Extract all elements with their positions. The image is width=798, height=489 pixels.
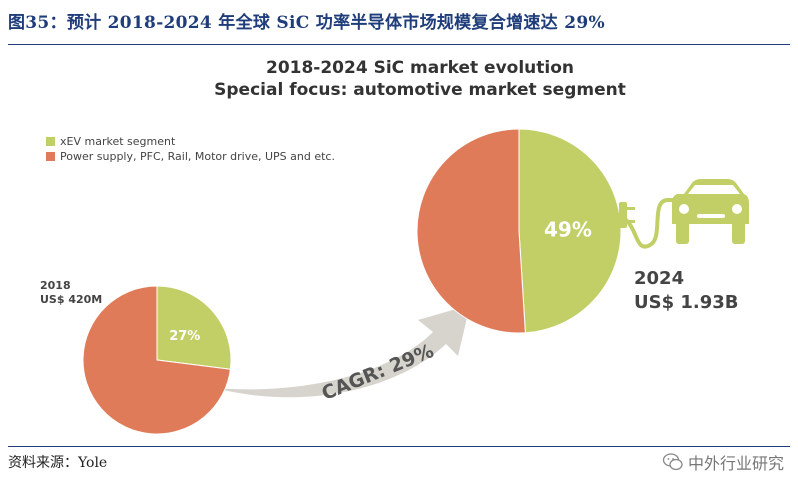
legend-swatch-xev xyxy=(46,137,55,146)
chart-title: 2018-2024 SiC market evolution xyxy=(265,58,575,78)
top-rule xyxy=(8,44,790,45)
car-icon xyxy=(672,179,749,244)
pie-2018-label: 2018 US$ 420M xyxy=(40,279,102,307)
chart-subtitle: Special focus: automotive market segment xyxy=(214,80,626,100)
legend-swatch-other xyxy=(46,152,55,161)
pie-2024-year: 2024 xyxy=(634,268,685,289)
plug-icon xyxy=(610,198,678,249)
pie-2018-slice-0-label: 27% xyxy=(169,329,200,344)
legend-item-other: Power supply, PFC, Rail, Motor drive, UP… xyxy=(46,149,335,164)
pie-2024-label: 2024 US$ 1.93B xyxy=(634,267,739,315)
watermark-text: 中外行业研究 xyxy=(687,454,784,473)
figure-title: 图35：预计 2018-2024 年全球 SiC 功率半导体市场规模复合增速达 … xyxy=(8,13,605,33)
wechat-icon xyxy=(662,453,683,471)
pie-2018-market: US$ 420M xyxy=(40,293,103,306)
pie-2024-slice-0-label: 49% xyxy=(544,217,592,241)
cagr-label: CAGR: 29% xyxy=(319,340,437,405)
pie-2018-slice-0 xyxy=(156,285,232,370)
source-note: 资料来源：Yole xyxy=(8,455,108,471)
cagr-arrow xyxy=(215,305,470,398)
pie-2024-market: US$ 1.93B xyxy=(634,292,739,313)
watermark: 中外行业研究 xyxy=(662,450,784,474)
pie-2018-slice-1 xyxy=(82,285,231,435)
pie-2024-slice-1 xyxy=(416,128,526,334)
pie-2018-year: 2018 xyxy=(40,279,71,292)
legend-label-xev: xEV market segment xyxy=(60,135,176,148)
bottom-rule xyxy=(8,446,790,447)
legend-item-xev: xEV market segment xyxy=(46,134,335,149)
legend-label-other: Power supply, PFC, Rail, Motor drive, UP… xyxy=(60,150,335,163)
legend: xEV market segment Power supply, PFC, Ra… xyxy=(46,134,335,164)
